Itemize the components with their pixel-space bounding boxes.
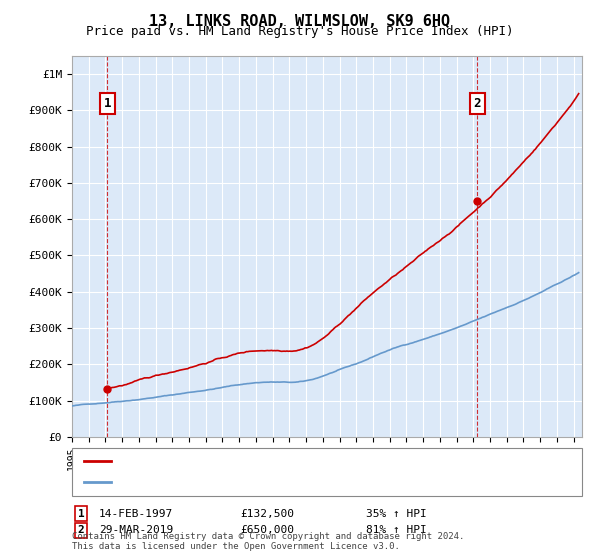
Text: £132,500: £132,500 [240, 508, 294, 519]
Text: 81% ↑ HPI: 81% ↑ HPI [366, 525, 427, 535]
Text: 14-FEB-1997: 14-FEB-1997 [99, 508, 173, 519]
Text: 1: 1 [77, 508, 85, 519]
Text: 1: 1 [104, 97, 111, 110]
Text: Contains HM Land Registry data © Crown copyright and database right 2024.
This d: Contains HM Land Registry data © Crown c… [72, 531, 464, 551]
Text: 13, LINKS ROAD, WILMSLOW, SK9 6HQ: 13, LINKS ROAD, WILMSLOW, SK9 6HQ [149, 14, 451, 29]
Text: HPI: Average price, detached house, Cheshire East: HPI: Average price, detached house, Ches… [117, 477, 423, 487]
Text: £650,000: £650,000 [240, 525, 294, 535]
Text: 2: 2 [77, 525, 85, 535]
Text: 2: 2 [473, 97, 481, 110]
Text: Price paid vs. HM Land Registry's House Price Index (HPI): Price paid vs. HM Land Registry's House … [86, 25, 514, 38]
Text: 29-MAR-2019: 29-MAR-2019 [99, 525, 173, 535]
Text: 35% ↑ HPI: 35% ↑ HPI [366, 508, 427, 519]
Text: 13, LINKS ROAD, WILMSLOW, SK9 6HQ (detached house): 13, LINKS ROAD, WILMSLOW, SK9 6HQ (detac… [117, 456, 430, 466]
